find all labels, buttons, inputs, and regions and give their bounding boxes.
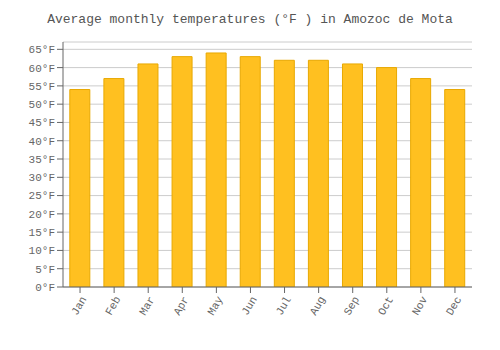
svg-text:Dec: Dec [444,294,464,317]
svg-text:Jan: Jan [69,294,89,317]
svg-text:45°F: 45°F [29,117,55,129]
svg-text:Aug: Aug [308,294,328,317]
svg-text:Jul: Jul [274,294,294,317]
svg-text:50°F: 50°F [29,99,55,111]
svg-text:65°F: 65°F [29,44,55,56]
svg-text:10°F: 10°F [29,245,55,257]
svg-text:Jun: Jun [240,294,260,317]
svg-text:15°F: 15°F [29,227,55,239]
svg-text:20°F: 20°F [29,209,55,221]
svg-text:25°F: 25°F [29,190,55,202]
svg-text:Oct: Oct [376,294,396,317]
html-text:Average monthly temperatures (: Average monthly temperatures (°F ) in Am… [47,12,453,27]
svg-text:Mar: Mar [137,294,157,317]
svg-text:40°F: 40°F [29,136,55,148]
svg-text:Apr: Apr [171,294,191,317]
svg-text:30°F: 30°F [29,172,55,184]
svg-text:Feb: Feb [103,294,123,317]
svg-text:May: May [205,294,225,317]
svg-text:0°F: 0°F [35,282,55,294]
svg-text:60°F: 60°F [29,63,55,75]
svg-text:Nov: Nov [410,294,430,317]
svg-text:35°F: 35°F [29,154,55,166]
svg-text:5°F: 5°F [35,264,55,276]
svg-text:Sep: Sep [342,294,362,317]
svg-text:55°F: 55°F [29,81,55,93]
